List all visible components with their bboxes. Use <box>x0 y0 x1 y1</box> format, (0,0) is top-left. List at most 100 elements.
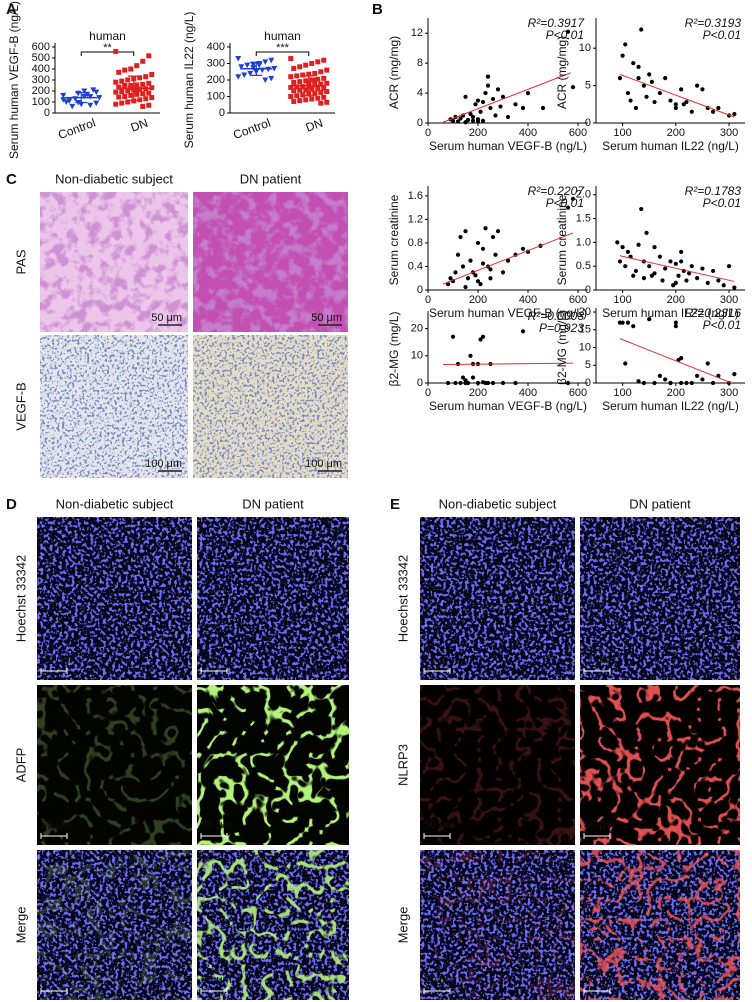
y-tick-label: 1.6 <box>408 190 423 202</box>
y-axis-label: Serum human IL22 (ng/L) <box>182 12 196 149</box>
data-point <box>721 283 726 288</box>
y-axis-label: Serum creatinine <box>555 194 569 285</box>
fit-line <box>442 72 571 123</box>
data-point <box>480 380 486 385</box>
data-point <box>732 111 737 117</box>
data-point <box>647 264 652 269</box>
data-point <box>652 99 657 105</box>
y-axis-label: Serum human VEGF-B (ng/L) <box>7 1 21 159</box>
x-axis-label: Serum human IL22 (ng/L) <box>602 306 739 320</box>
scale-bar <box>200 668 228 674</box>
scale-bar <box>423 988 451 994</box>
data-point <box>480 246 486 251</box>
data-point <box>468 111 473 117</box>
micrograph-texture <box>37 685 192 845</box>
fit-line <box>442 232 574 285</box>
data-point <box>300 92 306 98</box>
scale-bar <box>40 833 68 839</box>
data-point <box>498 104 503 109</box>
data-point <box>465 380 471 386</box>
column-header: Non-diabetic subject <box>55 171 173 186</box>
panel-label: B <box>372 1 383 18</box>
scale-bar <box>583 668 611 674</box>
data-point <box>321 75 327 81</box>
data-point <box>641 83 646 88</box>
annotation: P=0.923 <box>539 321 584 335</box>
data-point <box>679 259 684 264</box>
y-tick-label: 400 <box>207 41 225 53</box>
scale-bar-label: 50 μm <box>201 654 232 666</box>
x-tick-label: 0 <box>425 294 431 306</box>
data-point <box>636 76 641 81</box>
data-point <box>309 86 315 92</box>
y-tick-label: 5 <box>585 359 591 371</box>
data-point <box>483 226 488 231</box>
row-label: Hoechst 33342 <box>395 555 410 642</box>
row-label: PAS <box>13 249 28 274</box>
data-point <box>149 72 155 77</box>
data-point <box>480 334 486 339</box>
data-point <box>695 83 700 88</box>
y-tick-label: 1.2 <box>408 213 423 225</box>
data-point <box>297 64 303 70</box>
data-point <box>473 102 478 107</box>
data-point <box>90 87 97 93</box>
x-tick-label: 600 <box>569 387 587 399</box>
data-point <box>647 317 652 322</box>
data-point <box>652 380 657 386</box>
data-point <box>493 113 498 118</box>
y-tick-label: 300 <box>32 74 50 86</box>
y-tick-label: 0.4 <box>408 260 423 272</box>
data-point <box>652 271 657 276</box>
data-point <box>448 276 453 281</box>
data-point <box>294 93 300 99</box>
data-point <box>470 375 476 380</box>
data-point <box>321 57 327 63</box>
scale-bar-label: 50 μm <box>41 974 72 986</box>
data-point <box>633 268 639 274</box>
x-tick-label: 400 <box>519 294 537 306</box>
data-point <box>623 264 628 269</box>
data-point <box>641 275 646 281</box>
data-point <box>673 320 678 325</box>
data-point <box>324 89 330 95</box>
data-point <box>483 90 488 96</box>
data-point <box>262 59 269 65</box>
data-point <box>673 280 678 285</box>
data-point <box>505 258 511 263</box>
data-point <box>262 77 269 83</box>
significance-bracket <box>80 51 135 56</box>
data-point <box>463 229 468 234</box>
micrograph-texture <box>580 685 740 845</box>
scale-bar <box>423 833 451 839</box>
data-point <box>463 120 468 125</box>
data-point <box>119 100 125 106</box>
data-point <box>288 84 294 90</box>
annotation: P<0.01 <box>703 318 741 332</box>
scale-bar-label: 100 μm <box>145 458 182 470</box>
data-point <box>660 278 665 283</box>
panel-label: D <box>6 496 17 513</box>
scale-bar <box>583 833 611 839</box>
data-point <box>689 264 694 269</box>
data-point <box>300 84 306 90</box>
data-point <box>620 245 625 250</box>
data-point <box>475 279 481 284</box>
annotation: R²=0.2316 <box>685 306 742 320</box>
data-point <box>668 259 673 264</box>
row-label: NLRP3 <box>395 744 410 786</box>
x-tick-label: 300 <box>720 294 738 306</box>
data-point <box>652 245 657 250</box>
data-point <box>695 275 700 281</box>
x-tick-label: 100 <box>613 294 631 306</box>
x-tick-label: 200 <box>667 127 685 139</box>
data-point <box>570 84 576 90</box>
x-tick-label: Control <box>231 116 272 142</box>
annotation: R²=0.3917 <box>528 16 586 30</box>
data-point <box>238 64 245 70</box>
data-point <box>500 94 506 99</box>
data-point <box>113 101 119 107</box>
data-point <box>679 356 684 361</box>
y-tick-label: 400 <box>32 63 50 75</box>
y-axis-label: ACR (mg/mg) <box>555 36 569 109</box>
